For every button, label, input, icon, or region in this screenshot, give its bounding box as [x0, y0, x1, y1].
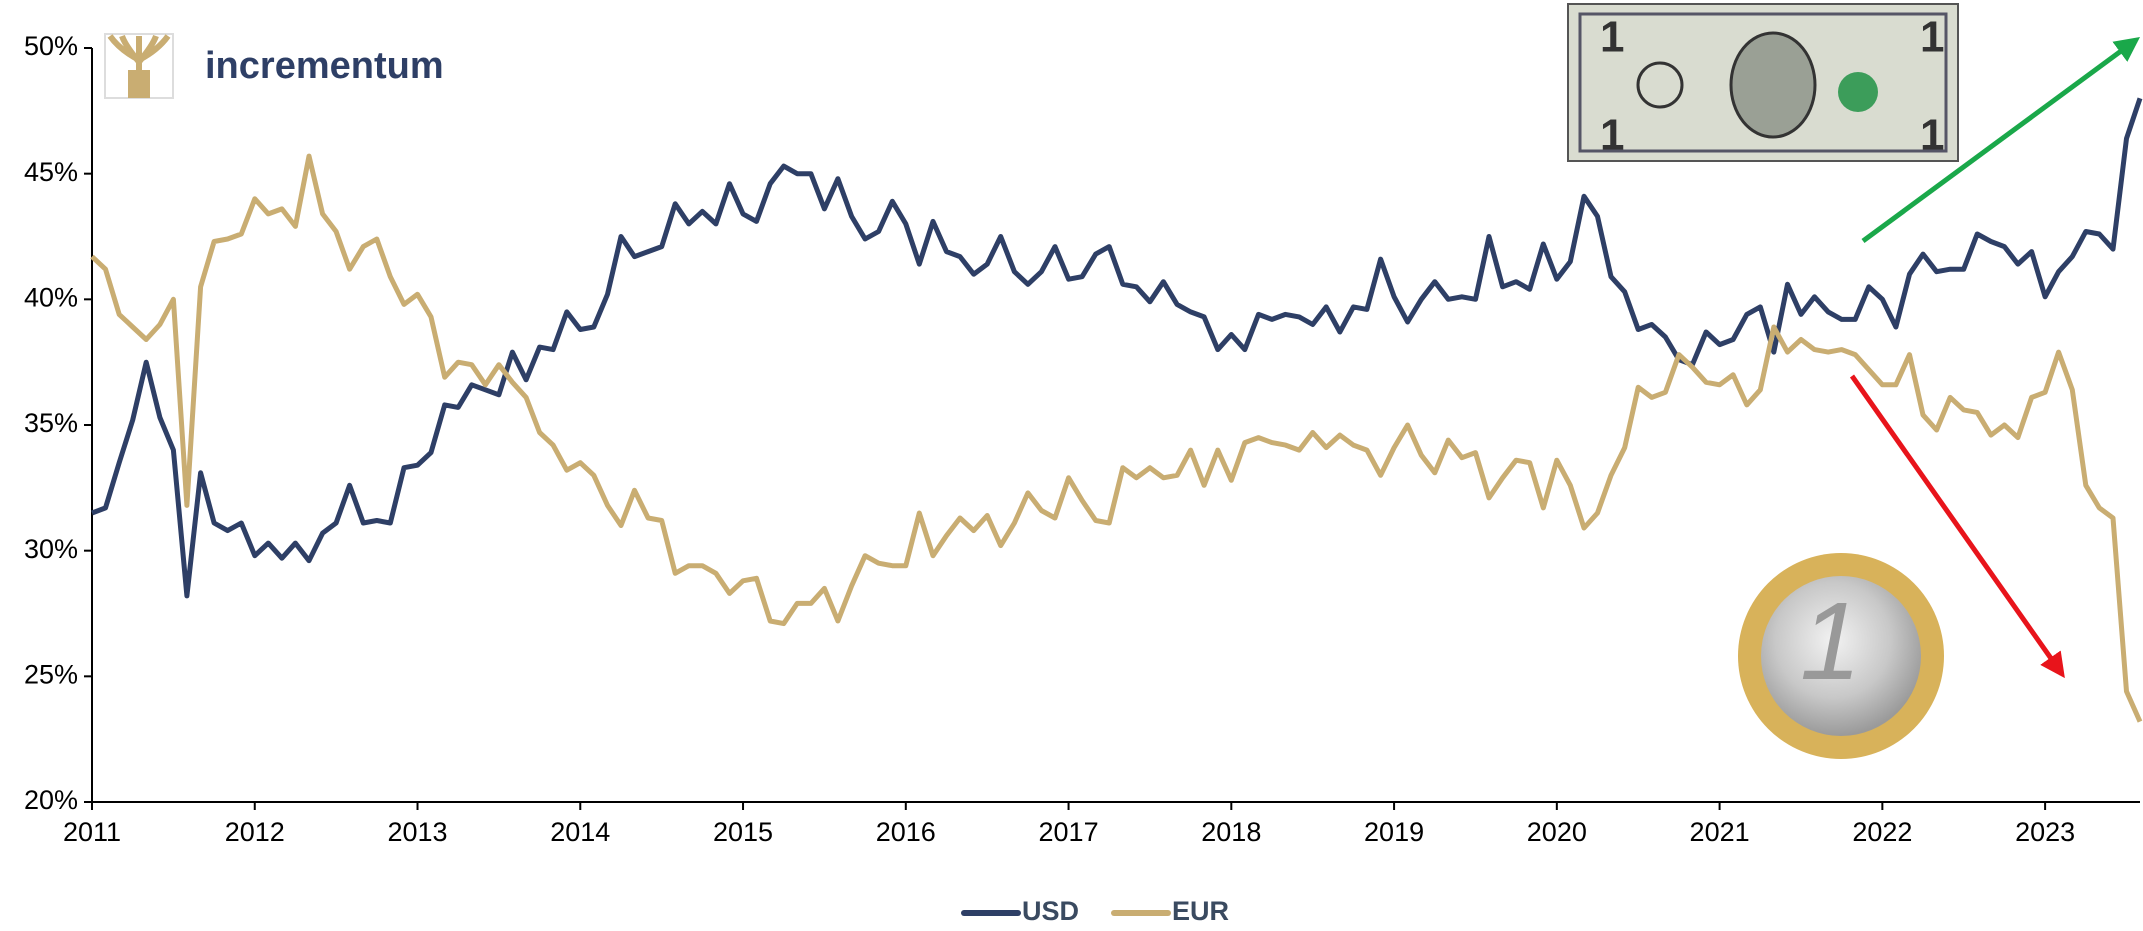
x-tick-label: 2016 — [876, 817, 936, 847]
svg-text:1: 1 — [1600, 13, 1624, 62]
svg-text:1: 1 — [1920, 111, 1944, 160]
x-tick-label: 2022 — [1852, 817, 1912, 847]
x-tick-label: 2015 — [713, 817, 773, 847]
y-tick-label: 25% — [24, 659, 78, 689]
y-tick-label: 40% — [24, 282, 78, 312]
x-tick-label: 2013 — [387, 817, 447, 847]
svg-text:1: 1 — [1920, 13, 1944, 62]
legend-label: USD — [1022, 896, 1079, 926]
x-tick-label: 2021 — [1690, 817, 1750, 847]
y-tick-label: 20% — [24, 785, 78, 815]
euro-coin: 1 — [1738, 553, 1944, 759]
x-tick-label: 2011 — [63, 817, 121, 847]
x-tick-label: 2017 — [1039, 817, 1099, 847]
y-tick-label: 35% — [24, 408, 78, 438]
svg-text:1: 1 — [1600, 111, 1624, 160]
up-arrow — [1861, 37, 2141, 244]
x-tick-label: 2014 — [550, 817, 610, 847]
x-tick-label: 2023 — [2015, 817, 2075, 847]
line-series — [90, 153, 2143, 723]
line-series — [91, 97, 2143, 599]
logo-text: incrementum — [205, 45, 444, 87]
svg-text:1: 1 — [1800, 580, 1861, 703]
logo-icon — [104, 33, 174, 99]
x-tick-label: 2012 — [225, 817, 285, 847]
down-arrow — [1849, 374, 2065, 679]
legend-label: EUR — [1172, 896, 1229, 926]
x-tick-label: 2019 — [1364, 817, 1424, 847]
y-tick-label: 45% — [24, 157, 78, 187]
y-tick-label: 50% — [24, 31, 78, 61]
x-tick-label: 2020 — [1527, 817, 1587, 847]
y-tick-label: 30% — [24, 534, 78, 564]
x-tick-label: 2018 — [1201, 817, 1261, 847]
dollar-bill: 1 1 1 1 — [1567, 3, 1959, 162]
